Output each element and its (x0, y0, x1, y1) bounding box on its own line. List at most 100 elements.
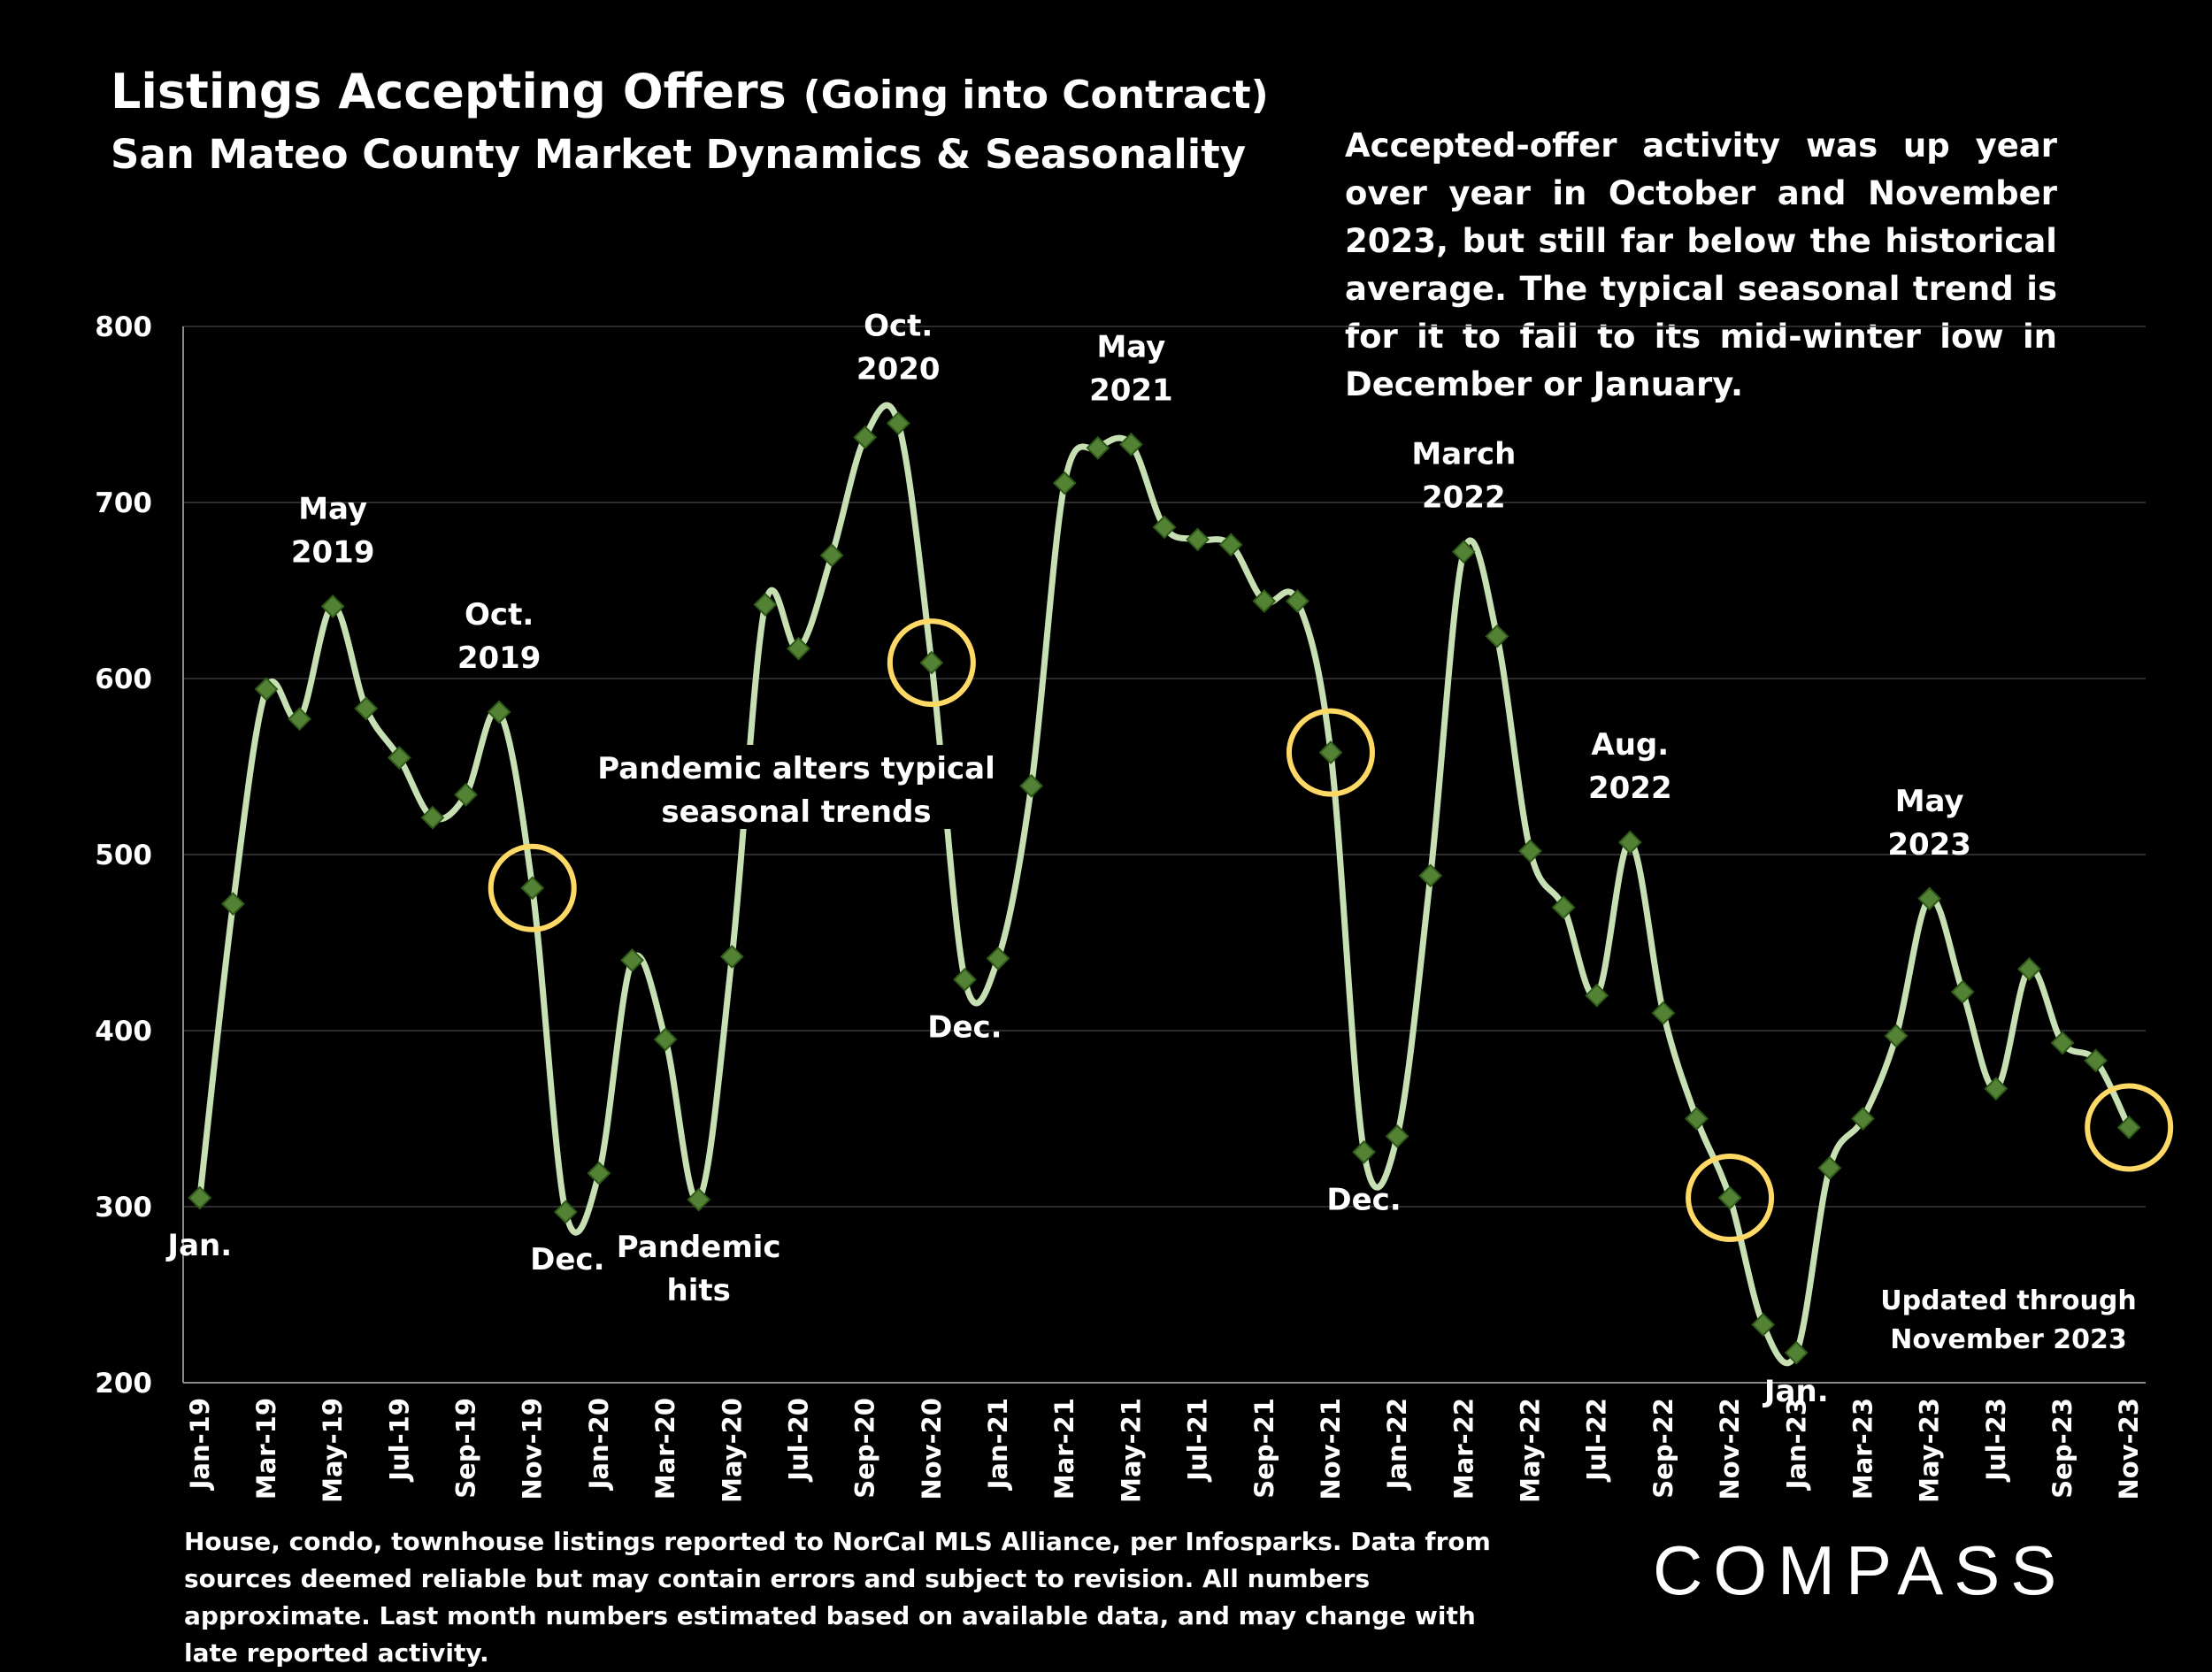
data-point (1086, 435, 1110, 460)
highlight-circles (488, 618, 2174, 1243)
data-point (1784, 1340, 1809, 1365)
annotation-label: May 2019 (291, 491, 375, 570)
annotation-line: May (298, 491, 367, 526)
annotation-label: Oct. 2019 (457, 597, 541, 676)
data-point (1186, 527, 1210, 552)
chart-subtitle: San Mateo County Market Dynamics & Seaso… (111, 131, 1247, 178)
data-point (1019, 773, 1044, 798)
annotation-line: 2019 (457, 640, 541, 676)
x-tick-label: Jan-20 (584, 1398, 614, 1491)
annotation-line: hits (667, 1273, 731, 1308)
x-tick-label: Jul-20 (783, 1398, 813, 1483)
x-tick-label: Mar-23 (1847, 1398, 1878, 1499)
data-point (1651, 1001, 1676, 1025)
data-point (1285, 589, 1310, 613)
annotation-label: Jan. (165, 1228, 232, 1263)
y-tick-label: 600 (95, 663, 152, 695)
annotation-line: November 2023 (1890, 1324, 2126, 1355)
compass-logo: COMPASS (1653, 1531, 2068, 1609)
annotation-line: Oct. (864, 308, 933, 343)
x-tick-label: Sep-23 (2047, 1398, 2078, 1499)
data-point (1685, 1107, 1709, 1131)
x-tick-label: Nov-21 (1316, 1398, 1346, 1500)
data-point (1751, 1312, 1776, 1337)
highlight-circle (887, 618, 976, 708)
x-tick-label: Nov-19 (518, 1398, 548, 1500)
x-tick-label: May-22 (1516, 1398, 1546, 1503)
data-point (288, 707, 311, 732)
data-point (886, 411, 910, 435)
annotation-label: Dec. (927, 1009, 1002, 1045)
annotation-label: Pandemic alters typical seasonal trends (597, 751, 995, 830)
data-point (454, 782, 478, 807)
data-point (1585, 983, 1609, 1008)
data-point (1950, 979, 1975, 1004)
data-point (819, 543, 844, 568)
annotation-line: May (1895, 784, 1964, 819)
annotation-line: Jan. (1763, 1374, 1829, 1409)
commentary-text: Accepted-offer activity was up year over… (1345, 127, 2057, 403)
data-point (1917, 886, 1942, 911)
y-tick-label: 800 (95, 311, 152, 343)
data-point (687, 1187, 711, 1212)
x-tick-label: Jan-23 (1781, 1398, 1811, 1491)
highlight-circle (1286, 708, 1375, 797)
data-point (1152, 515, 1177, 540)
x-tick-label: Jan-19 (185, 1398, 215, 1491)
annotation-line: 2022 (1422, 480, 1506, 516)
x-tick-label: Jul-19 (384, 1398, 414, 1483)
annotation-line: March (1411, 437, 1516, 472)
data-point (320, 594, 345, 618)
chart-title-main: Listings Accepting Offers (111, 64, 787, 119)
annotation-line: Dec. (927, 1009, 1002, 1045)
y-tick-label: 200 (95, 1368, 152, 1400)
x-tick-label: Jul-23 (1981, 1398, 2011, 1483)
annotation-label: Oct. 2020 (856, 308, 941, 387)
data-point (1252, 589, 1277, 613)
data-point (986, 946, 1010, 970)
annotation-line: 2021 (1089, 372, 1173, 408)
y-tick-label: 700 (95, 487, 152, 519)
x-tick-label: Sep-19 (451, 1398, 481, 1499)
data-point (953, 967, 977, 992)
data-point (220, 892, 245, 917)
data-point (2017, 956, 2041, 981)
annotation-line: Pandemic alters typical (597, 751, 995, 786)
data-point (1984, 1077, 2008, 1101)
annotation-background (611, 745, 982, 829)
data-point (2050, 1031, 2075, 1055)
y-tick-label: 500 (95, 840, 152, 871)
chart-title-paren: (Going into Contract) (803, 73, 1269, 118)
x-tick-label: May-20 (717, 1398, 747, 1503)
data-point (1418, 863, 1443, 888)
annotation-label: Pandemic hits (617, 1230, 781, 1308)
annotation-line: 2020 (856, 351, 941, 387)
y-tick-label: 300 (95, 1192, 152, 1223)
data-point (719, 945, 744, 969)
data-point (1884, 1024, 1909, 1048)
y-tick-label: 400 (95, 1016, 152, 1047)
x-tick-label: Sep-21 (1249, 1398, 1279, 1499)
footnote: House, condo, townhouse listings reporte… (184, 1527, 1491, 1668)
series-markers (188, 411, 2141, 1365)
annotation-line: 2019 (291, 534, 375, 570)
data-point (2116, 1116, 2141, 1139)
gridlines (183, 326, 2146, 1208)
x-tick-label: Nov-22 (1715, 1398, 1745, 1500)
x-tick-label: Nov-23 (2114, 1398, 2144, 1500)
data-point (487, 700, 511, 725)
annotation-label: Dec. (1326, 1182, 1401, 1217)
data-point (1385, 1124, 1409, 1148)
annotation-line: Oct. (465, 597, 534, 633)
annotation-line: 2022 (1588, 771, 1672, 806)
data-point (1052, 471, 1077, 495)
data-point (1485, 624, 1509, 648)
highlight-circle (488, 843, 577, 932)
annotation-label: March 2022 (1411, 437, 1516, 516)
data-point (520, 876, 545, 901)
annotation-label: Jan. (1763, 1374, 1829, 1409)
annotation-line: May (1096, 329, 1165, 364)
data-point (753, 593, 778, 617)
annotation-label: May 2023 (1887, 784, 1971, 863)
highlight-circle (1686, 1154, 1775, 1243)
